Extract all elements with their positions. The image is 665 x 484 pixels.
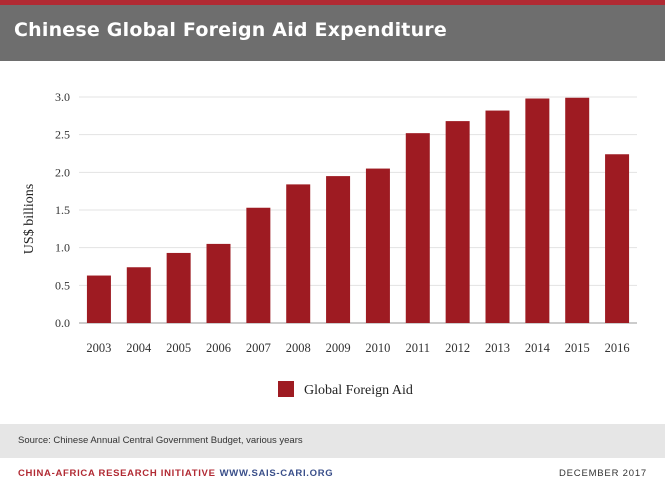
bar-2003 (86, 275, 111, 323)
y-tick-label: 1.5 (55, 203, 70, 217)
x-tick-label: 2015 (565, 341, 590, 355)
y-axis-label: US$ billions (22, 184, 37, 254)
bar-2008 (286, 184, 311, 323)
bar-2014 (525, 98, 550, 323)
bar-2004 (126, 267, 151, 323)
source-note: Source: Chinese Annual Central Governmen… (18, 435, 303, 446)
org-url: WWW.SAIS-CARI.ORG (219, 468, 334, 479)
x-axis-ticks: 2003 2004 2005 2006 2007 2008 2009 2010 2011 2012… (86, 341, 629, 355)
footer-org: CHINA-AFRICA RESEARCH INITIATIVE WWW.SAIS… (18, 468, 333, 479)
legend: Global Foreign Aid (278, 381, 413, 398)
legend-swatch (278, 381, 294, 397)
y-tick-label: 3.0 (55, 90, 70, 104)
y-tick-label: 2.0 (55, 165, 70, 179)
bar-2016 (605, 154, 630, 323)
x-tick-label: 2004 (126, 341, 152, 355)
bar-2005 (166, 252, 191, 323)
footer-date: DECEMBER 2017 (558, 468, 647, 479)
gridlines (79, 96, 637, 324)
bar-2015 (565, 97, 590, 324)
y-tick-label: 0.0 (55, 316, 70, 330)
source-band: Source: Chinese Annual Central Governmen… (0, 424, 665, 458)
bar-2011 (405, 133, 430, 323)
bar-2010 (365, 168, 390, 323)
x-tick-label: 2014 (525, 341, 551, 355)
bar-2009 (326, 176, 351, 323)
x-tick-label: 2016 (605, 341, 630, 355)
bar-2006 (206, 243, 231, 323)
x-tick-label: 2005 (166, 341, 191, 355)
bar-2013 (485, 110, 510, 323)
bar-2012 (445, 121, 470, 324)
footer: CHINA-AFRICA RESEARCH INITIATIVE WWW.SAIS… (0, 458, 665, 484)
x-tick-label: 2009 (326, 341, 351, 355)
x-tick-label: 2008 (286, 341, 311, 355)
x-tick-label: 2013 (485, 341, 510, 355)
bar-chart: 0.00.51.01.52.02.53.0 2003 2004 2005 2006 20… (22, 90, 637, 398)
x-tick-label: 2012 (445, 341, 470, 355)
org-name: CHINA-AFRICA RESEARCH INITIATIVE (18, 468, 216, 479)
header-bar: Chinese Global Foreign Aid Expenditure (0, 5, 665, 61)
y-tick-label: 0.5 (55, 278, 70, 292)
legend-label: Global Foreign Aid (304, 383, 413, 398)
x-tick-label: 2010 (365, 341, 390, 355)
x-tick-label: 2011 (406, 341, 431, 355)
chart-title: Chinese Global Foreign Aid Expenditure (14, 19, 447, 41)
bars (86, 97, 630, 324)
bar-2007 (246, 207, 271, 323)
x-tick-label: 2006 (206, 341, 231, 355)
top-accent-stripe (0, 0, 665, 5)
y-tick-label: 1.0 (55, 241, 70, 255)
x-tick-label: 2003 (86, 341, 111, 355)
y-tick-label: 2.5 (55, 128, 70, 142)
x-tick-label: 2007 (246, 341, 271, 355)
y-axis-ticks: 0.0 0.5 1.0 1.5 2.0 2.5 3.0 (55, 90, 70, 330)
